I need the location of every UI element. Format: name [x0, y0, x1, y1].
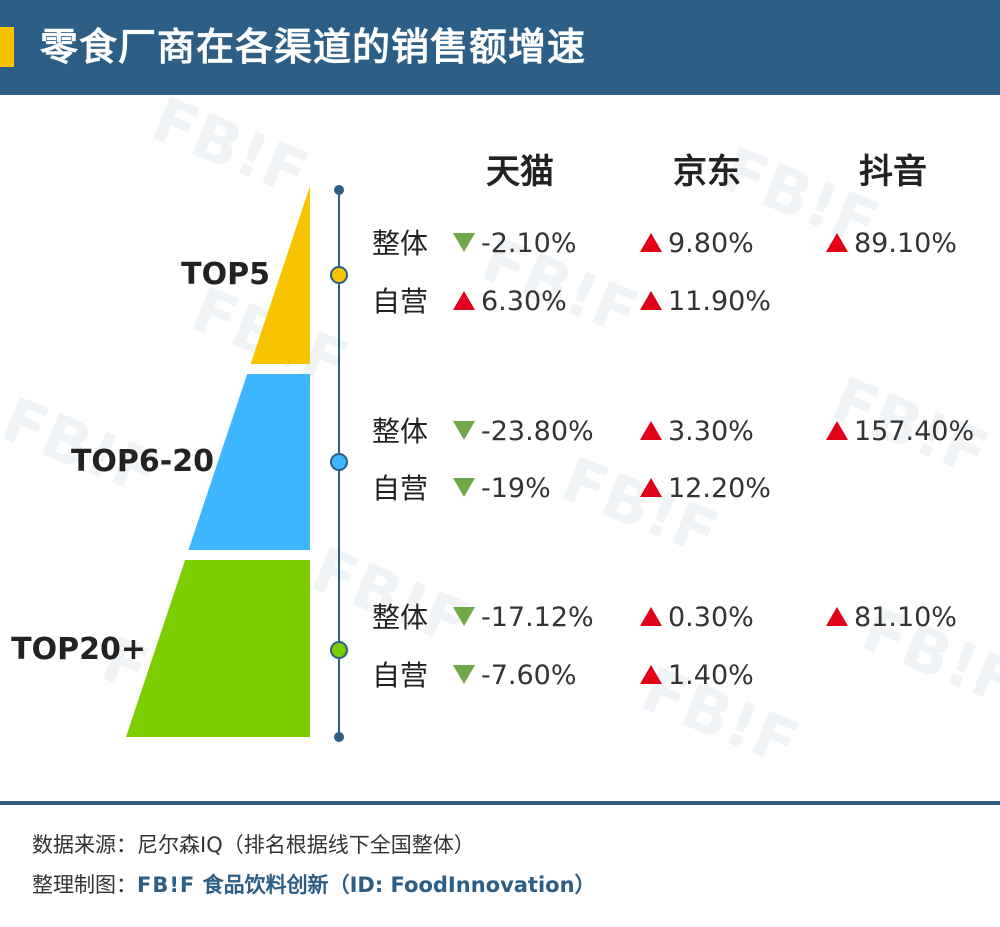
up-arrow-icon: [453, 291, 475, 310]
credit-prefix: 整理制图：: [32, 873, 137, 897]
timeline-end-dot: [334, 732, 344, 742]
growth-value: 157.40%: [826, 412, 974, 452]
growth-value: -23.80%: [453, 412, 594, 452]
tier-label: TOP20+: [11, 632, 146, 667]
source-note: 数据来源：尼尔森IQ（排名根据线下全国整体）: [32, 833, 475, 857]
growth-value-text: 12.20%: [668, 473, 771, 504]
footer-divider: [0, 801, 1000, 805]
growth-value: 3.30%: [640, 412, 754, 452]
row-label: 整体: [372, 601, 429, 634]
growth-value-text: 89.10%: [854, 228, 957, 259]
growth-value-text: 3.30%: [668, 416, 754, 447]
growth-value: 0.30%: [640, 598, 754, 638]
growth-value-text: 1.40%: [668, 660, 754, 691]
row-label: 自营: [372, 472, 429, 505]
growth-value: 12.20%: [640, 469, 771, 509]
growth-value-text: -19%: [481, 473, 551, 504]
channel-header: 天猫: [486, 152, 554, 192]
title-accent-bar: [0, 27, 14, 67]
channel-header: 京东: [673, 152, 741, 192]
growth-value: 81.10%: [826, 598, 957, 638]
up-arrow-icon: [640, 233, 662, 252]
growth-value-text: -23.80%: [481, 416, 594, 447]
growth-value-text: 0.30%: [668, 602, 754, 633]
growth-value-text: 157.40%: [854, 416, 975, 447]
brand-name: 食品饮料创新（ID: FoodInnovation）: [202, 873, 596, 897]
tier-band: [126, 560, 310, 737]
tier-marker-dot: [330, 641, 348, 659]
channel-header: 抖音: [859, 152, 927, 192]
growth-value: 89.10%: [826, 224, 957, 264]
growth-value: 6.30%: [453, 282, 567, 322]
up-arrow-icon: [640, 607, 662, 626]
up-arrow-icon: [640, 665, 662, 684]
up-arrow-icon: [640, 421, 662, 440]
growth-value-text: -2.10%: [481, 228, 577, 259]
growth-value: -7.60%: [453, 656, 577, 696]
down-arrow-icon: [453, 665, 475, 684]
tier-marker-dot: [330, 453, 348, 471]
credit-line: 整理制图：FB!F 食品饮料创新（ID: FoodInnovation）: [32, 869, 596, 901]
growth-value-text: 81.10%: [854, 602, 957, 633]
growth-value: 9.80%: [640, 224, 754, 264]
row-label: 整体: [372, 227, 429, 260]
tier-label: TOP6-20: [70, 444, 214, 479]
down-arrow-icon: [453, 421, 475, 440]
row-label: 自营: [372, 285, 429, 318]
up-arrow-icon: [640, 478, 662, 497]
growth-value: 1.40%: [640, 656, 754, 696]
growth-value: -17.12%: [453, 598, 594, 638]
row-label: 自营: [372, 659, 429, 692]
up-arrow-icon: [826, 607, 848, 626]
up-arrow-icon: [826, 233, 848, 252]
growth-value-text: 9.80%: [668, 228, 754, 259]
tier-marker-dot: [330, 266, 348, 284]
down-arrow-icon: [453, 478, 475, 497]
tier-band: [250, 186, 310, 364]
down-arrow-icon: [453, 607, 475, 626]
growth-value-text: -17.12%: [481, 602, 594, 633]
tier-label: TOP5: [181, 257, 270, 292]
tier-pyramid: [126, 185, 348, 742]
brand-logo: FB!F: [137, 873, 196, 897]
brand-credit: FB!F 食品饮料创新（ID: FoodInnovation）: [137, 873, 596, 897]
growth-value: -19%: [453, 469, 551, 509]
timeline-start-dot: [334, 185, 344, 195]
row-label: 整体: [372, 415, 429, 448]
tier-band: [188, 374, 310, 550]
growth-value-text: -7.60%: [481, 660, 577, 691]
up-arrow-icon: [826, 421, 848, 440]
growth-value-text: 6.30%: [481, 286, 567, 317]
header-bar: 零食厂商在各渠道的销售额增速: [0, 0, 1000, 95]
growth-value-text: 11.90%: [668, 286, 771, 317]
up-arrow-icon: [640, 291, 662, 310]
growth-value: -2.10%: [453, 224, 577, 264]
chart-title: 零食厂商在各渠道的销售额增速: [40, 25, 587, 69]
growth-value: 11.90%: [640, 282, 771, 322]
down-arrow-icon: [453, 233, 475, 252]
